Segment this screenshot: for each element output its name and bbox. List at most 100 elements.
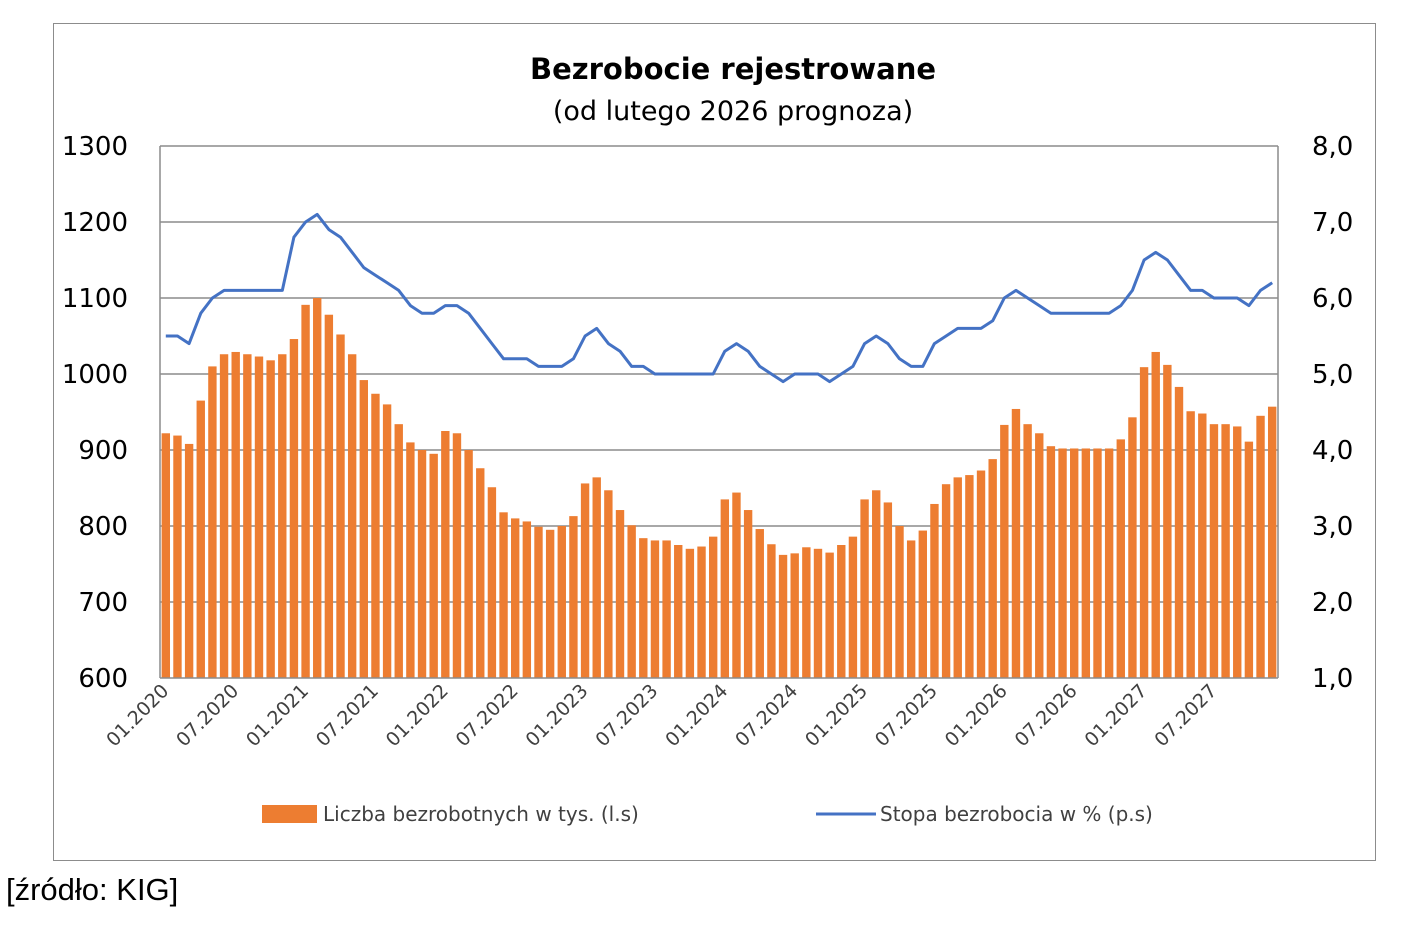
x-tick-label: 07.2025 [871, 680, 942, 751]
bar [266, 360, 275, 678]
x-tick-label: 01.2023 [521, 680, 592, 751]
y-left-tick-label: 800 [78, 512, 128, 542]
y-right-tick-label: 3,0 [1312, 512, 1353, 542]
bar [1011, 408, 1021, 678]
bar [208, 366, 217, 678]
bar [650, 540, 660, 678]
bar [417, 450, 427, 678]
source-note: [źródło: KIG] [6, 872, 179, 907]
bar [1221, 424, 1230, 678]
x-tick-label: 01.2024 [661, 680, 732, 751]
y-right-tick-label: 5,0 [1312, 360, 1353, 390]
y-left-tick-label: 1200 [62, 208, 128, 238]
bar [615, 510, 625, 678]
x-tick-label: 01.2021 [242, 680, 313, 751]
y-left-tick-label: 700 [78, 588, 128, 618]
bar [592, 477, 601, 678]
chart-title: Bezrobocie rejestrowane [530, 52, 936, 86]
chart-frame [53, 23, 1376, 861]
bar [627, 525, 636, 678]
x-tick-label: 07.2026 [1011, 680, 1082, 751]
bar [278, 354, 287, 678]
bar [1116, 439, 1125, 678]
y-left-tick-label: 1100 [62, 284, 128, 314]
bar [1174, 386, 1184, 678]
bar [674, 545, 683, 678]
x-tick-label: 01.2022 [382, 680, 453, 751]
x-tick-label: 07.2021 [312, 680, 383, 751]
y-left-tick-label: 900 [78, 436, 128, 466]
bar [872, 490, 881, 678]
bar [557, 526, 566, 678]
bar [1267, 406, 1277, 678]
bar [289, 339, 299, 678]
bar [173, 435, 182, 678]
bar [697, 546, 706, 678]
bar [662, 540, 671, 678]
bar [1093, 448, 1102, 678]
bar [406, 442, 415, 678]
bar [883, 502, 893, 678]
x-tick-label: 07.2022 [452, 680, 523, 751]
bar [825, 552, 834, 678]
bar [511, 518, 520, 678]
bar [767, 544, 776, 678]
bar [243, 354, 252, 678]
bar [429, 453, 438, 678]
x-tick-label: 01.2025 [801, 680, 872, 751]
bar [534, 526, 543, 678]
bar [1058, 448, 1067, 678]
bar [545, 529, 555, 678]
bar [965, 475, 974, 678]
bar [476, 468, 485, 678]
bar [1128, 417, 1137, 678]
bar [790, 553, 799, 678]
bar [336, 334, 345, 678]
legend-label-bars: Liczba bezrobotnych w tys. (l.s) [323, 802, 639, 826]
bar [685, 548, 695, 678]
bar [1139, 367, 1149, 678]
bar [860, 499, 869, 678]
bar [580, 483, 590, 678]
bar [371, 393, 380, 678]
bar [1046, 446, 1056, 678]
bar [1209, 424, 1219, 678]
bar [487, 487, 497, 678]
bar [452, 433, 462, 678]
bar [324, 314, 334, 678]
bar [464, 450, 473, 678]
bar [1000, 424, 1009, 678]
bar [1081, 448, 1091, 678]
bar [732, 492, 741, 678]
bar [639, 538, 648, 678]
y-right-tick-label: 6,0 [1312, 284, 1353, 314]
y-right-tick-label: 7,0 [1312, 208, 1353, 238]
y-left-tick-label: 600 [78, 664, 128, 694]
bar [604, 490, 613, 678]
chart-subtitle: (od lutego 2026 prognoza) [553, 96, 913, 127]
x-tick-label: 07.2024 [731, 680, 802, 751]
bar [906, 540, 916, 678]
y-left-tick-label: 1000 [62, 360, 128, 390]
bar [1186, 411, 1195, 678]
bar [813, 548, 823, 678]
bar [988, 459, 997, 678]
bar [254, 356, 264, 678]
bar [1233, 426, 1242, 678]
x-tick-label: 01.2026 [941, 680, 1012, 751]
y-right-tick-label: 8,0 [1312, 132, 1353, 162]
bar [1244, 441, 1254, 678]
bar [1163, 364, 1172, 678]
bar [1104, 448, 1114, 678]
bar [569, 516, 578, 678]
y-right-tick-label: 4,0 [1312, 436, 1353, 466]
legend-swatch-bars [262, 805, 317, 823]
bar [953, 477, 962, 678]
bar [708, 536, 718, 678]
x-tick-label: 07.2020 [172, 680, 243, 751]
bar [522, 521, 532, 678]
bar [1035, 433, 1044, 678]
bar [1070, 448, 1079, 678]
bar [930, 503, 939, 678]
